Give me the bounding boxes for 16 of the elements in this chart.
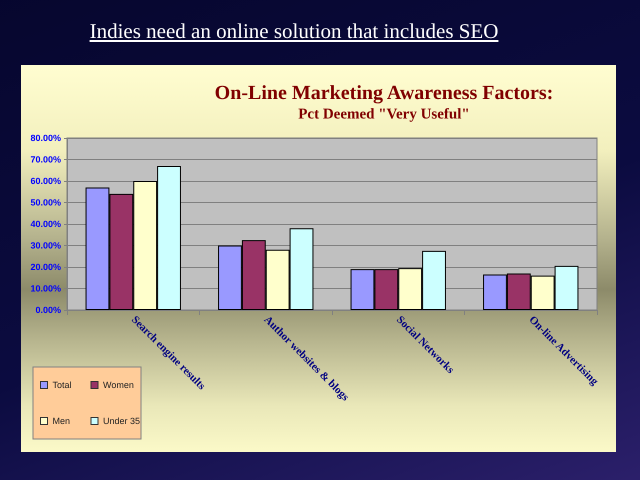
y-tick-label: 0.00% [35, 305, 61, 315]
y-tick-label: 10.00% [30, 284, 61, 294]
legend-label: Men [52, 416, 70, 426]
y-tick-label: 60.00% [30, 176, 61, 186]
text: Indies need an online solution that includes SEO [88, 19, 500, 43]
y-tick-label: 30.00% [30, 240, 61, 250]
y-tick-label: 50.00% [30, 198, 61, 208]
y-tick-label: 80.00% [30, 133, 61, 143]
chart-subtitle: Pct Deemed "Very Useful" [298, 106, 470, 122]
y-tick-label: 70.00% [30, 154, 61, 164]
y-tick-label: 20.00% [30, 262, 61, 272]
legend-label: Under 35 [103, 416, 140, 426]
legend-label: Total [52, 380, 72, 390]
y-tick-label: 40.00% [30, 219, 61, 229]
chart-title: On-Line Marketing Awareness Factors: [214, 82, 554, 104]
legend-label: Women [103, 380, 134, 390]
